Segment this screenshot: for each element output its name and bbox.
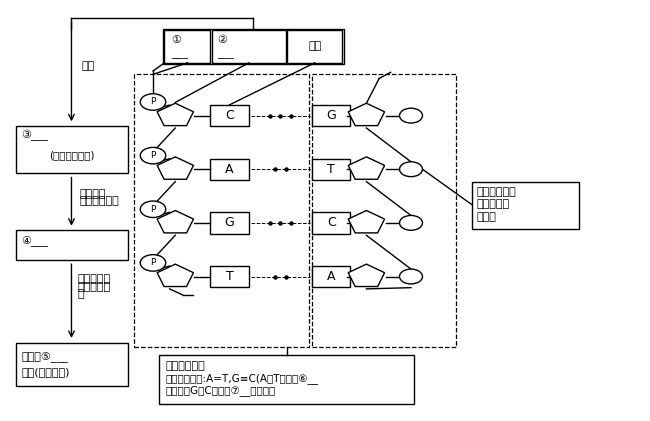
Polygon shape <box>348 210 385 233</box>
Polygon shape <box>348 264 385 287</box>
Text: ①: ① <box>171 35 181 45</box>
Bar <box>312 75 456 346</box>
Text: ③___: ③___ <box>21 130 48 141</box>
Text: 结构(空间结构): 结构(空间结构) <box>21 367 70 377</box>
Circle shape <box>140 94 166 110</box>
Text: ④___: ④___ <box>21 235 48 246</box>
Bar <box>211 266 248 287</box>
Bar <box>16 126 127 173</box>
Text: 外侧：磷酸、: 外侧：磷酸、 <box>476 187 516 197</box>
Text: 两条互补链: 两条互补链 <box>78 274 111 284</box>
Bar <box>312 105 350 126</box>
Bar <box>312 212 350 234</box>
Bar <box>312 159 350 180</box>
Bar <box>164 30 211 63</box>
Text: 碱基: 碱基 <box>308 42 322 51</box>
Text: 反向平行形: 反向平行形 <box>78 282 111 292</box>
Text: 以磷酸二: 以磷酸二 <box>80 189 106 199</box>
Bar <box>16 343 127 386</box>
Text: C: C <box>327 216 336 229</box>
Text: P: P <box>150 258 156 267</box>
Bar <box>159 355 414 404</box>
Text: P: P <box>150 151 156 160</box>
Text: ___: ___ <box>217 49 234 59</box>
Polygon shape <box>348 157 385 179</box>
Bar <box>211 105 248 126</box>
Polygon shape <box>157 157 194 179</box>
Text: T: T <box>328 163 335 176</box>
Bar <box>211 212 248 234</box>
Text: ___: ___ <box>171 49 188 59</box>
Polygon shape <box>157 103 194 125</box>
Bar <box>162 29 344 64</box>
Text: C: C <box>225 109 234 122</box>
Text: P: P <box>150 205 156 214</box>
Bar <box>16 230 127 260</box>
Circle shape <box>140 201 166 218</box>
Circle shape <box>140 147 166 164</box>
Text: 个氢键，G与C之间有⑦__个氢键）: 个氢键，G与C之间有⑦__个氢键） <box>166 386 276 397</box>
Text: T: T <box>226 270 233 283</box>
Bar <box>134 75 309 346</box>
Circle shape <box>400 269 422 284</box>
Text: 内侧：碱基对: 内侧：碱基对 <box>166 361 205 370</box>
Text: G: G <box>225 216 234 229</box>
Text: 组成: 组成 <box>81 61 94 71</box>
Circle shape <box>140 255 166 271</box>
Polygon shape <box>348 103 385 125</box>
Text: G: G <box>326 109 336 122</box>
Text: P: P <box>150 98 156 107</box>
Bar <box>211 159 248 180</box>
Bar <box>213 30 285 63</box>
Circle shape <box>400 108 422 123</box>
Circle shape <box>400 216 422 230</box>
Text: 规则的⑤___: 规则的⑤___ <box>21 351 68 362</box>
Polygon shape <box>157 264 194 287</box>
Text: (基本组成单位): (基本组成单位) <box>49 150 94 160</box>
Text: ②: ② <box>217 35 228 45</box>
Text: 替连接: 替连接 <box>476 212 497 222</box>
Text: 脱氧核糖交: 脱氧核糖交 <box>476 200 510 209</box>
Bar <box>287 30 342 63</box>
Bar <box>471 181 578 229</box>
Text: 酯键连接形成: 酯键连接形成 <box>80 196 120 206</box>
Text: 碱基配对原则:A=T,G≡C(A与T之间有⑥__: 碱基配对原则:A=T,G≡C(A与T之间有⑥__ <box>166 373 318 384</box>
Text: A: A <box>327 270 335 283</box>
Polygon shape <box>157 210 194 233</box>
Circle shape <box>400 162 422 177</box>
Bar <box>312 266 350 287</box>
Text: A: A <box>225 163 234 176</box>
Text: 成: 成 <box>78 289 84 299</box>
